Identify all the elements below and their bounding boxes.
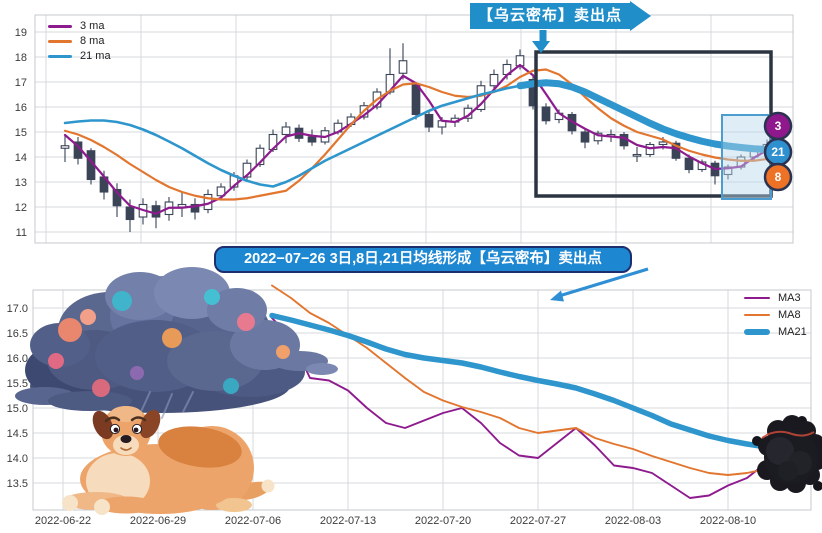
bottom-y-tick-label: 17.0 (7, 303, 28, 315)
legend-item: 3 ma (48, 20, 111, 32)
candle-down (190, 203, 200, 213)
candle-down (541, 106, 551, 122)
legend-label: 21 ma (80, 50, 111, 62)
ma-line (271, 284, 822, 476)
top-y-tick-label: 11 (16, 227, 27, 239)
ma-badge (763, 162, 793, 192)
legend-label: MA21 (778, 326, 807, 338)
legend-item: MA8 (744, 309, 807, 321)
legend-label: MA3 (778, 292, 801, 304)
top-y-tick-label: 14 (15, 152, 27, 164)
bottom-x-tick-label: 2022-07-20 (415, 515, 471, 527)
callout-arrow-head (550, 290, 564, 302)
bottom-x-tick-label: 2022-08-10 (700, 515, 756, 527)
date-callout: 2022−07−26 3日,8日,21日均线形成【乌云密布】卖出点 (214, 246, 632, 273)
candle-up (216, 186, 226, 197)
bottom-y-tick-label: 15.5 (7, 378, 28, 390)
candle-down (125, 206, 135, 221)
ma-line (269, 312, 822, 453)
candle-down (307, 136, 317, 143)
bottom-y-tick-label: 14.0 (7, 453, 28, 465)
legend-swatch (744, 313, 770, 317)
candle-up (476, 85, 486, 111)
bottom-x-tick-label: 2022-07-13 (320, 515, 376, 527)
candle-up (658, 141, 668, 146)
top-y-tick-label: 12 (15, 202, 27, 214)
candle-up (489, 73, 499, 87)
annotation-arrows (532, 30, 649, 302)
legend-swatch (744, 296, 770, 300)
legend-item: 21 ma (48, 50, 111, 62)
bottom-y-tick-label: 13.5 (7, 478, 28, 490)
candle-up (398, 60, 408, 74)
ma-badge-label: 3 (775, 119, 782, 133)
legend-label: 3 ma (80, 20, 105, 32)
candle-down (684, 157, 694, 171)
top-y-tick-label: 16 (15, 102, 27, 114)
legend-label: 8 ma (80, 35, 105, 47)
top-chart-legend: 3 ma 8 ma 21 ma (48, 20, 111, 62)
legend-swatch (48, 54, 72, 58)
legend-item: 8 ma (48, 35, 111, 47)
ma-badge-label: 8 (775, 170, 782, 184)
bottom-y-tick-label: 14.5 (7, 428, 28, 440)
legend-label: MA8 (778, 309, 801, 321)
bottom-y-tick-label: 16.5 (7, 328, 28, 340)
dark-cloud-illustration (752, 415, 822, 493)
highlight-region (721, 114, 772, 200)
sell-point-banner-label: 【乌云密布】卖出点 (478, 7, 623, 24)
candle-up (60, 145, 70, 149)
ma-line (516, 79, 771, 153)
candlestick-chart: 19 18 17 16 15 14 13 12 11 3 21 8 (15, 14, 794, 244)
candles (60, 43, 772, 232)
legend-swatch (744, 329, 770, 335)
bottom-x-tick-label: 2022-06-22 (35, 515, 91, 527)
top-y-tick-label: 17 (15, 77, 27, 89)
banner-arrow-stem (539, 30, 547, 42)
top-y-tick-label: 13 (15, 177, 27, 189)
legend-swatch (48, 24, 72, 28)
ma-line (63, 68, 769, 201)
bottom-chart-legend: MA3 MA8 MA21 (744, 292, 807, 338)
bottom-x-tick-label: 2022-08-03 (605, 515, 661, 527)
top-y-tick-label: 18 (15, 52, 27, 64)
ma-badge-label: 21 (771, 145, 785, 159)
bottom-x-tick-label: 2022-07-06 (225, 515, 281, 527)
legend-swatch (48, 39, 72, 43)
bottom-y-tick-label: 16.0 (7, 353, 28, 365)
sell-point-banner: 【乌云密布】卖出点 (470, 1, 652, 31)
candle-up (281, 126, 291, 136)
banner-arrow-head (532, 41, 550, 53)
bottom-y-tick-label: 15.0 (7, 403, 28, 415)
candle-up (632, 153, 642, 157)
candle-up (255, 147, 265, 166)
candle-down (424, 113, 434, 128)
candle-up (723, 166, 733, 176)
legend-item: MA3 (744, 292, 807, 304)
candle-up (645, 143, 655, 156)
bottom-x-tick-label: 2022-07-27 (510, 515, 566, 527)
candle-down (411, 83, 421, 116)
dog-illustration (62, 406, 275, 515)
storm-cloud-illustration (15, 267, 338, 419)
candle-down (580, 131, 590, 143)
top-y-tick-label: 15 (15, 127, 27, 139)
legend-item: MA21 (744, 326, 807, 338)
bottom-x-tick-label: 2022-06-29 (130, 515, 186, 527)
top-y-tick-label: 19 (15, 27, 27, 39)
ma-line (271, 317, 822, 499)
candle-up (593, 132, 603, 142)
callout-arrow-line (558, 267, 649, 298)
